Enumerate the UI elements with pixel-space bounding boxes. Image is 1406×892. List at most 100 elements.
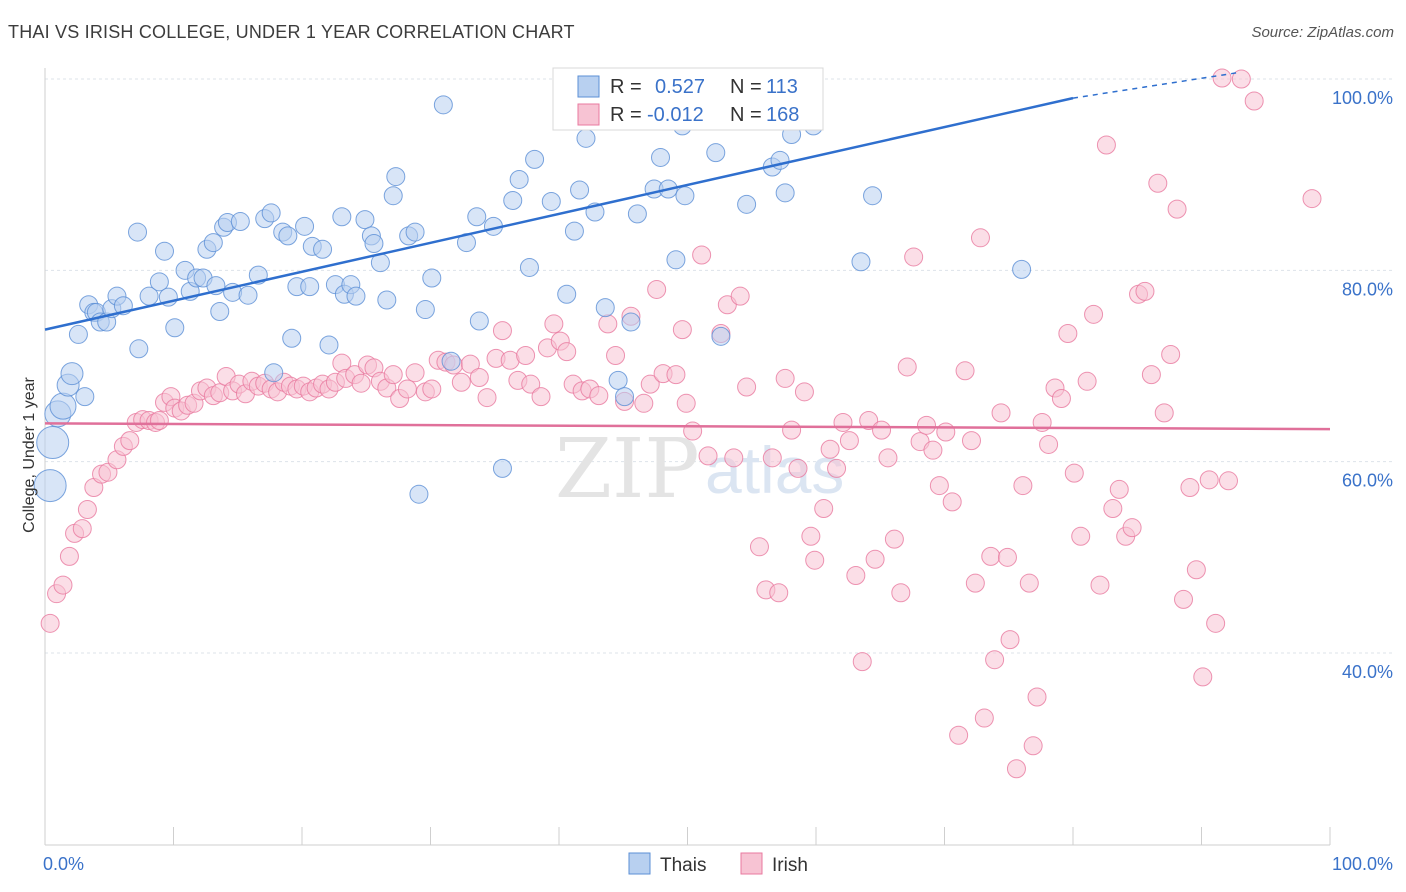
- thais-point: [68, 324, 88, 344]
- irish-point: [852, 652, 872, 672]
- irish-point: [1218, 471, 1238, 491]
- irish-point: [1000, 630, 1020, 650]
- irish-point: [1180, 477, 1200, 497]
- irish-point: [1039, 434, 1059, 454]
- thais-point: [210, 301, 230, 321]
- irish-point: [606, 345, 626, 365]
- thais-point: [509, 169, 529, 189]
- thais-point: [564, 221, 584, 241]
- irish-point: [981, 546, 1001, 566]
- thais-point: [557, 284, 577, 304]
- irish-point: [521, 374, 541, 394]
- thais-point: [711, 326, 731, 346]
- irish-point: [794, 382, 814, 402]
- irish-point: [1199, 470, 1219, 490]
- thais-point: [608, 370, 628, 390]
- thais-point: [627, 204, 647, 224]
- irish-point: [557, 342, 577, 362]
- irish-point: [53, 575, 73, 595]
- irish-point: [884, 529, 904, 549]
- irish-point: [991, 403, 1011, 423]
- thais-point: [1012, 259, 1032, 279]
- thais-point: [441, 351, 461, 371]
- thais-point: [155, 241, 175, 261]
- legend-n-value-thais: 113: [766, 76, 798, 98]
- thais-points: [33, 95, 1032, 504]
- irish-point: [839, 431, 859, 451]
- thais-point: [675, 186, 695, 206]
- irish-point: [897, 357, 917, 377]
- thais-point: [706, 143, 726, 163]
- irish-point: [974, 708, 994, 728]
- thais-point: [621, 312, 641, 332]
- irish-point: [1231, 69, 1251, 89]
- thais-point: [851, 252, 871, 272]
- irish-point: [1103, 499, 1123, 519]
- irish-point: [1206, 613, 1226, 633]
- irish-point: [1084, 304, 1104, 324]
- thais-point: [576, 128, 596, 148]
- irish-point: [833, 412, 853, 432]
- thais-trend-extension: [1072, 71, 1241, 99]
- legend-r-value-thais: 0.527: [655, 76, 705, 98]
- thais-point: [469, 311, 489, 331]
- irish-point: [788, 458, 808, 478]
- thais-point: [467, 207, 487, 227]
- y-tick-label: 40.0%: [1342, 662, 1393, 682]
- irish-point: [865, 549, 885, 569]
- legend-n-value-irish: 168: [766, 104, 799, 126]
- irish-point: [351, 373, 371, 393]
- irish-point: [1013, 476, 1033, 496]
- bottom-legend-label-irish: Irish: [772, 855, 808, 876]
- thais-point: [737, 194, 757, 214]
- thais-point: [519, 257, 539, 277]
- irish-point: [598, 314, 618, 334]
- thais-point: [33, 469, 67, 503]
- irish-point: [891, 583, 911, 603]
- irish-point: [1058, 323, 1078, 343]
- y-tick-label: 80.0%: [1342, 279, 1393, 299]
- irish-point: [77, 500, 97, 519]
- thais-point: [230, 212, 250, 232]
- thais-point: [541, 191, 561, 211]
- x-tick-label-min: 0.0%: [43, 854, 84, 874]
- irish-point: [730, 286, 750, 306]
- thais-point: [238, 285, 258, 305]
- irish-point: [970, 228, 990, 248]
- irish-point: [878, 448, 898, 468]
- irish-point: [749, 537, 769, 557]
- irish-point: [683, 421, 703, 441]
- thais-point: [863, 186, 883, 206]
- irish-point: [929, 476, 949, 496]
- irish-point: [820, 439, 840, 459]
- thais-point: [332, 207, 352, 227]
- bottom-legend-swatch-thais: [628, 852, 651, 875]
- trend-layer: [44, 71, 1331, 431]
- irish-point: [872, 420, 892, 440]
- thais-point: [60, 362, 84, 386]
- bottom-legend-label-thais: Thais: [660, 855, 706, 876]
- irish-point: [936, 422, 956, 442]
- thais-point: [346, 286, 366, 306]
- irish-point: [647, 279, 667, 299]
- irish-point: [72, 519, 92, 539]
- irish-point: [1109, 479, 1129, 499]
- irish-point: [775, 368, 795, 388]
- irish-point: [1122, 518, 1142, 538]
- legend-r-value-irish: -0.012: [647, 104, 704, 126]
- thais-point: [405, 222, 425, 242]
- thais-point: [386, 167, 406, 187]
- irish-point: [801, 526, 821, 546]
- irish-point: [405, 363, 425, 383]
- irish-point: [40, 613, 60, 633]
- irish-point: [1006, 759, 1026, 779]
- correlation-legend: R = 0.527 N = 113 R = -0.012 N = 168: [552, 67, 824, 131]
- irish-point: [634, 393, 654, 413]
- irish-point: [692, 245, 712, 265]
- irish-point: [1244, 91, 1264, 111]
- irish-point: [460, 354, 480, 374]
- legend-r-label-thais: R =: [610, 76, 642, 98]
- thais-point: [383, 186, 403, 206]
- thais-point: [595, 298, 615, 318]
